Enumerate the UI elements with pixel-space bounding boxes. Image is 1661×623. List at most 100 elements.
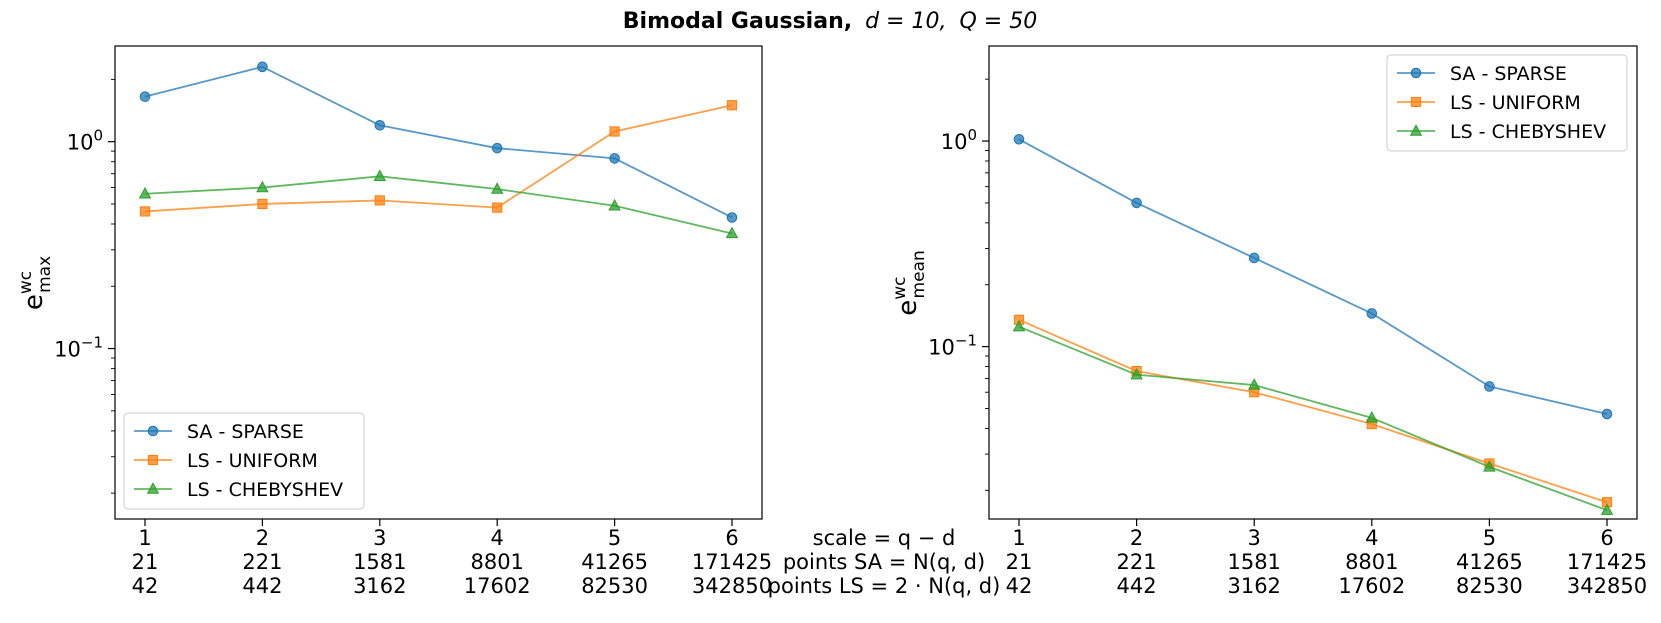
x-tick-label: 3162 (353, 574, 406, 598)
data-point (1131, 197, 1142, 209)
left-series (138, 61, 739, 239)
x-tick-label: 6 (725, 526, 738, 550)
x-tick-label: 1 (138, 526, 151, 550)
points-ls-label: points LS = 2 · N(q, d) (768, 574, 1001, 598)
data-point (1600, 503, 1614, 515)
data-point (1484, 381, 1495, 392)
x-tick-label: 221 (242, 550, 282, 574)
x-tick-label: 5 (1483, 526, 1496, 550)
data-point (374, 195, 385, 206)
x-tick-label: 221 (1117, 550, 1157, 574)
x-tick-label: 41265 (1456, 550, 1523, 574)
y-tick-label: 100 (67, 127, 103, 155)
x-tick-label: 8801 (470, 550, 523, 574)
legend-label: LS - UNIFORM (1450, 92, 1581, 114)
right-y-ticks: 100 10−1 (928, 78, 989, 491)
title-d: d = 10, (865, 9, 946, 34)
title-bold: Bimodal Gaussian, (623, 9, 852, 34)
series-sa-sparse (1013, 133, 1613, 420)
legend-marker (147, 454, 159, 466)
x-tick-label: 5 (608, 526, 621, 550)
data-point (725, 226, 739, 239)
legend-label: LS - UNIFORM (187, 450, 318, 472)
x-tick-label: 171425 (692, 550, 772, 574)
x-tick-label: 8801 (1345, 550, 1398, 574)
legend-marker (147, 425, 159, 437)
y-tick-label: 10−1 (928, 332, 977, 360)
series-ls-chebyshev (1012, 319, 1614, 515)
x-tick-label: 4 (491, 526, 504, 550)
series-line (1018, 318, 1608, 504)
x-tick-label: 42 (1006, 574, 1033, 598)
data-point (374, 119, 386, 131)
data-point (373, 169, 387, 182)
x-tick-label: 171425 (1567, 550, 1647, 574)
data-point (1012, 319, 1026, 332)
data-point (1366, 308, 1378, 319)
x-tick-label: 1581 (353, 550, 406, 574)
points-sa-label: points SA = N(q, d) (783, 550, 985, 574)
x-tick-label: 3162 (1227, 574, 1280, 598)
y-tick-label: 100 (941, 126, 977, 154)
left-y-ticks: 100 10−1 (54, 78, 115, 494)
legend-marker (1409, 124, 1423, 136)
data-point (1483, 460, 1496, 472)
data-point (257, 61, 268, 73)
x-tick-label: 17602 (464, 574, 531, 598)
series-line (1018, 325, 1608, 512)
x-tick-label: 3 (373, 526, 386, 550)
data-point (609, 126, 620, 137)
legend-marker (1410, 96, 1422, 108)
x-tick-label: 41265 (581, 550, 648, 574)
data-point (139, 206, 151, 217)
x-tick-label: 442 (242, 574, 282, 598)
scale-label: scale = q − d (813, 526, 956, 550)
title-q: Q = 50 (959, 9, 1037, 34)
data-point (1130, 367, 1143, 380)
figure-title: Bimodal Gaussian, d = 10, Q = 50 (623, 9, 1037, 34)
data-point (139, 91, 151, 102)
right-y-axis-label: ewcmean (890, 250, 929, 315)
data-point (1365, 411, 1379, 423)
x-tick-label: 21 (132, 550, 159, 574)
x-tick-label: 6 (1600, 526, 1613, 550)
legend-marker (1410, 67, 1422, 79)
x-tick-label: 342850 (1567, 574, 1647, 598)
legend-marker (146, 482, 160, 494)
x-tick-label: 42 (132, 574, 159, 598)
data-point (1247, 378, 1261, 390)
data-point (1248, 252, 1260, 264)
x-tick-label: 3 (1248, 526, 1261, 550)
left-y-axis-label: ewcmax (16, 256, 55, 310)
data-point (609, 153, 620, 164)
x-tick-label: 342850 (692, 574, 772, 598)
series-line (144, 65, 733, 219)
series-ls-chebyshev (138, 169, 739, 239)
right-series (1012, 133, 1614, 515)
left-legend-box (123, 412, 365, 510)
legend-label: SA - SPARSE (187, 421, 304, 443)
x-tick-label: 21 (1006, 550, 1033, 574)
x-tick-label: 2 (1130, 526, 1143, 550)
series-sa-sparse (139, 61, 738, 223)
series-line (1018, 138, 1608, 415)
legend-label: LS - CHEBYSHEV (1450, 121, 1606, 143)
data-point (256, 180, 269, 193)
series-ls-uniform (139, 100, 738, 217)
x-tick-label: 4 (1365, 526, 1378, 550)
data-point (726, 100, 738, 111)
x-tick-label: 2 (256, 526, 269, 550)
data-point (490, 182, 504, 194)
data-point (1013, 133, 1025, 145)
right-legend-box (1386, 54, 1628, 152)
data-point (492, 202, 503, 213)
data-point (257, 198, 268, 210)
x-tick-label: 82530 (1456, 574, 1523, 598)
data-point (138, 186, 152, 199)
right-legend: SA - SPARSE LS - UNIFORM LS - CHEBYSHEV (1386, 54, 1628, 152)
left-legend: SA - SPARSE LS - UNIFORM LS - CHEBYSHEV (123, 412, 365, 510)
